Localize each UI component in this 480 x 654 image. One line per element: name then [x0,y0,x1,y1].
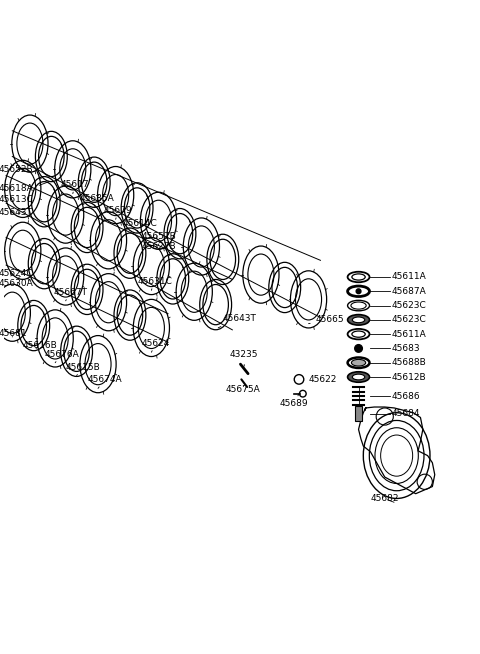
Text: 45631C: 45631C [137,277,172,290]
Text: 45643T: 45643T [218,314,257,328]
Text: 45652B: 45652B [0,165,34,174]
Text: 45623C: 45623C [392,301,427,310]
Bar [355,406,362,421]
Text: 45616B: 45616B [23,341,58,351]
Text: 45657B
45627B: 45657B 45627B [142,232,177,251]
Text: 45611A: 45611A [392,273,427,281]
Text: 45686: 45686 [392,392,420,400]
Text: 45682: 45682 [371,494,399,504]
Text: 45684: 45684 [392,409,420,418]
Text: 45674A: 45674A [87,375,122,388]
Text: 45614C: 45614C [123,219,157,232]
Ellipse shape [352,374,365,380]
Text: 45676A: 45676A [44,350,79,363]
Text: 45681: 45681 [0,330,27,338]
Text: 45689: 45689 [280,394,309,407]
Text: 45643T: 45643T [0,208,33,217]
Text: 45683: 45683 [392,344,420,353]
Text: 45618A
45613C: 45618A 45613C [0,182,49,203]
Ellipse shape [348,371,370,382]
Text: 45615B: 45615B [66,363,100,375]
Text: 45624C
45630A: 45624C 45630A [0,269,34,288]
Text: 45611A: 45611A [392,330,427,339]
Text: 43235: 43235 [230,350,258,366]
Text: 45685A: 45685A [80,194,115,207]
Ellipse shape [351,360,366,366]
Text: 45667T: 45667T [54,288,88,301]
Ellipse shape [348,315,370,325]
Text: 45622: 45622 [309,375,337,384]
Text: 45679: 45679 [104,206,132,219]
Ellipse shape [352,317,365,322]
Text: 45665: 45665 [309,315,344,324]
Text: 45624: 45624 [142,339,170,353]
Text: 45623C: 45623C [392,315,427,324]
Text: 45617: 45617 [61,181,89,194]
Text: 45687A: 45687A [392,286,427,296]
Text: 45688B: 45688B [392,358,427,368]
Circle shape [356,289,361,294]
Circle shape [355,345,362,353]
Text: 45612B: 45612B [392,373,427,381]
Text: 45675A: 45675A [225,385,260,394]
